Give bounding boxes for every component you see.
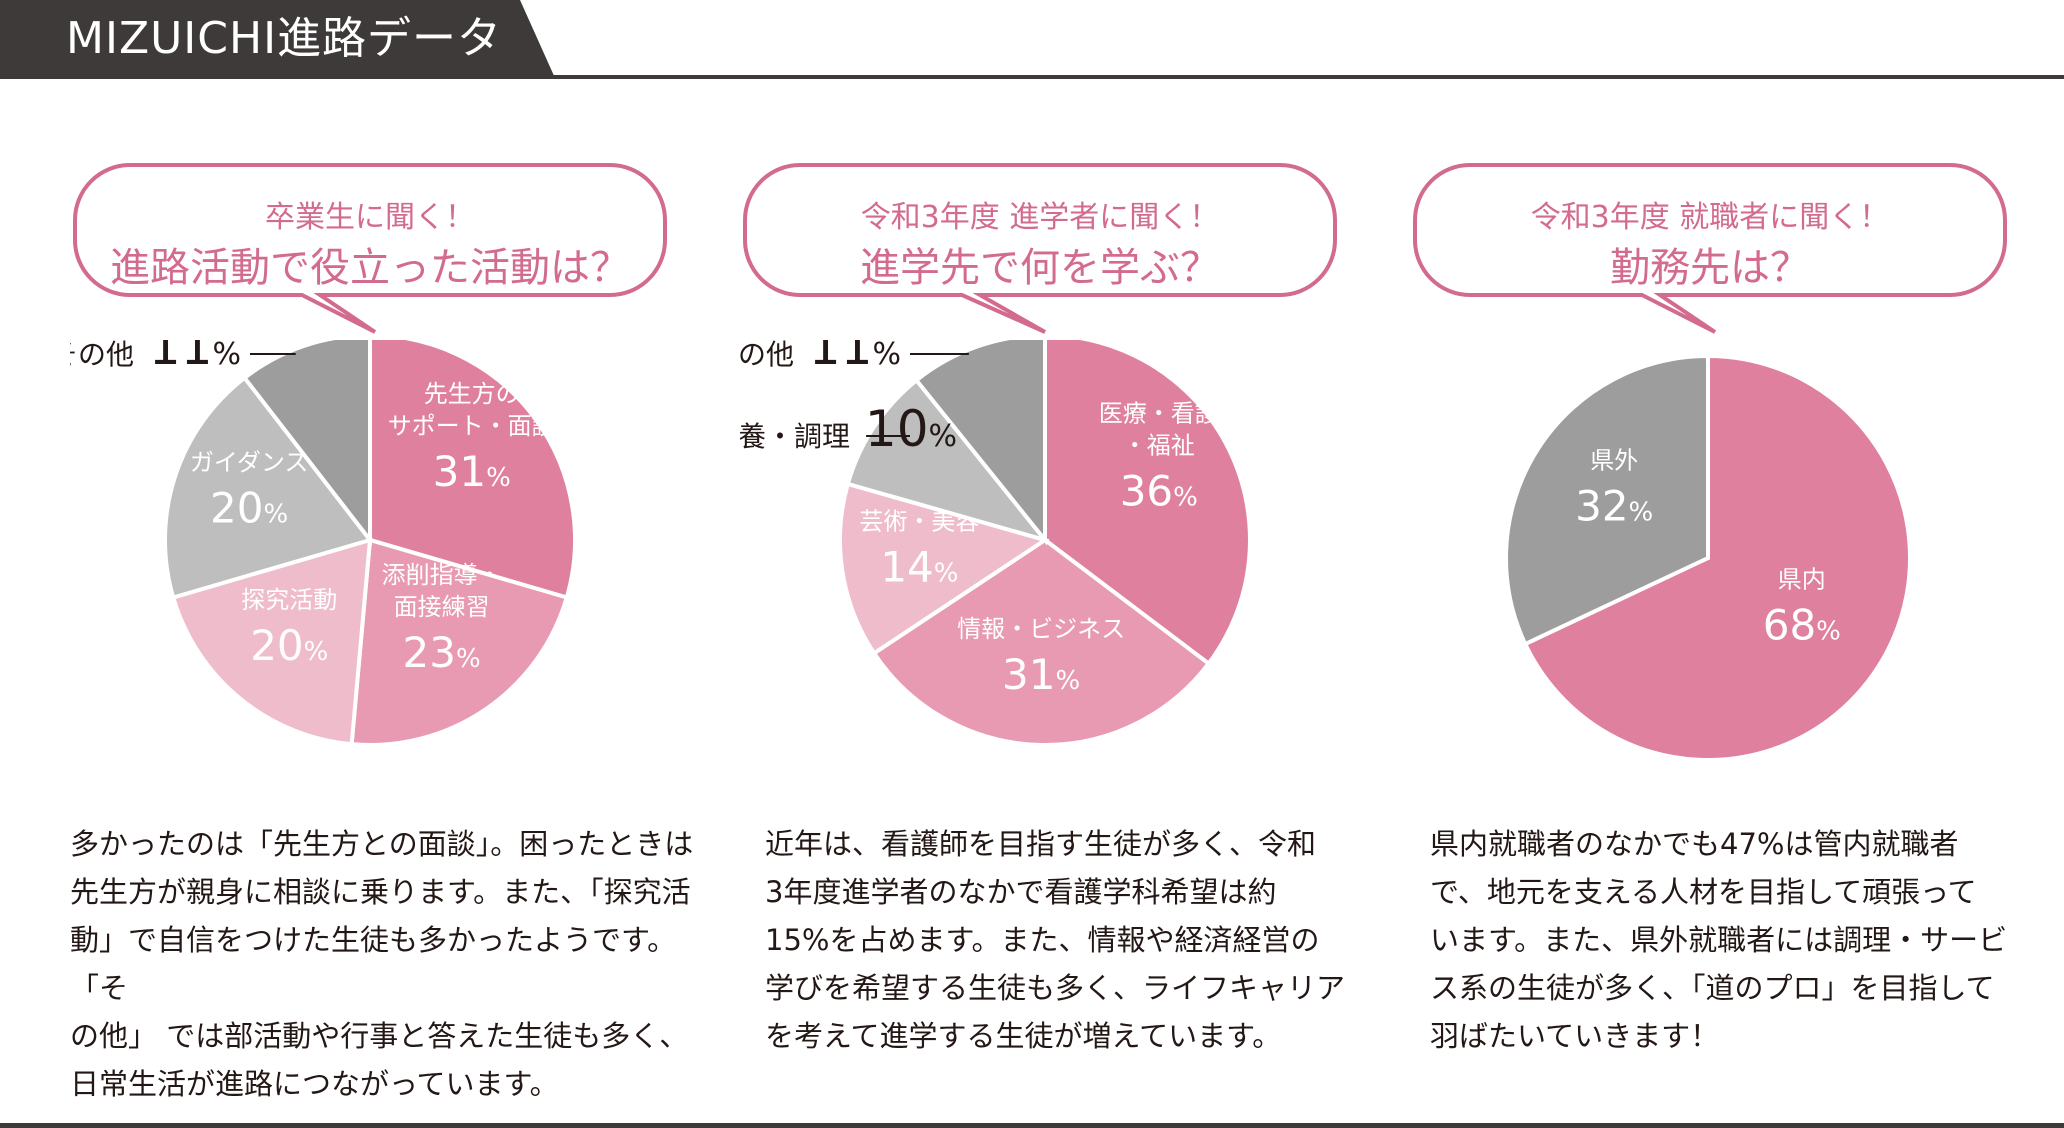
slice-label-text: 県外 xyxy=(1590,446,1638,474)
slice-label: 探究活動 20% xyxy=(241,586,337,670)
slice-label-text: ガイダンス xyxy=(190,449,309,477)
slice-value: 31% xyxy=(433,447,511,496)
speech-bubble xyxy=(73,163,667,334)
question-subtitle: 卒業生に聞く！ xyxy=(265,200,475,235)
slice-label-text: 情報・ビジネス xyxy=(957,615,1125,643)
slice-label: 添削指導・面接練習 23% xyxy=(382,561,502,677)
slice-label-text: 先生方の xyxy=(424,380,520,408)
pie-slice xyxy=(1522,353,1912,762)
slice-label-text: サポート・面談 xyxy=(388,412,556,440)
question-subtitle: 令和3年度 進学者に聞く！ xyxy=(860,200,1220,235)
slice-value: 20% xyxy=(210,484,288,533)
slice-value: 20% xyxy=(250,621,328,670)
page-header-tab: MIZUICHI進路データ xyxy=(0,0,555,78)
slice-value: 31% xyxy=(1002,650,1080,699)
panel-study-fields: 令和3年度 進学者に聞く！ 進学先で何を学ぶ？ 医療・看護・福祉 36% 情報・ビジ… xyxy=(740,160,1380,1060)
outside-label: 栄養・調理 10% xyxy=(740,400,957,458)
question-title: 勤務先は？ xyxy=(1610,245,1810,291)
outside-label: その他 11% xyxy=(70,340,241,376)
header-divider xyxy=(0,75,2064,79)
pie-slice xyxy=(349,537,570,747)
pie-chart-workplace: 県内 68% 県外 32% xyxy=(1504,353,1912,762)
outside-label-text: その他 11% xyxy=(740,340,901,376)
description-text: 県内就職者のなかでも47%は管内就職者 で、地元を支える人材を目指して頑張って … xyxy=(1430,827,2008,1053)
slice-label-text: 探究活動 xyxy=(241,586,337,614)
pie-slice xyxy=(170,537,373,747)
question-title: 進路活動で役立った活動は？ xyxy=(110,245,630,291)
question-subtitle: 令和3年度 就職者に聞く！ xyxy=(1530,200,1890,235)
slice-label: 医療・看護・福祉 36% xyxy=(1099,399,1219,515)
slice-value: 68% xyxy=(1763,601,1841,650)
slice-label-text: 添削指導・ xyxy=(382,561,502,589)
slice-label-text: ・福祉 xyxy=(1123,431,1195,459)
footer-divider xyxy=(0,1123,2064,1128)
page-title: MIZUICHI進路データ xyxy=(66,13,503,64)
question-title: 進学先で何を学ぶ？ xyxy=(860,245,1220,291)
outside-label-text: その他 11% xyxy=(70,340,241,376)
pie-slice xyxy=(241,340,372,546)
pie-slice xyxy=(913,340,1047,546)
outside-label: その他 11% xyxy=(740,340,901,376)
slice-value: 32% xyxy=(1575,481,1653,530)
pie-slice xyxy=(871,537,1212,747)
slice-label: 県内 68% xyxy=(1763,566,1841,650)
slice-label-text: 県内 xyxy=(1778,566,1826,594)
pie-slice xyxy=(163,375,374,600)
slice-label: 情報・ビジネス 31% xyxy=(957,615,1125,699)
pie-slice xyxy=(1504,353,1710,647)
pie-slice xyxy=(368,340,577,600)
pie-slice xyxy=(1043,340,1252,667)
description-text: 多かったのは「先生方との面談」。困ったときは 先生方が親身に相談に乗ります。また… xyxy=(70,827,694,1101)
speech-bubble xyxy=(1413,163,2007,334)
slice-value: 14% xyxy=(880,542,958,591)
slice-label-text: 医療・看護 xyxy=(1099,399,1219,427)
panel-workplace: 令和3年度 就職者に聞く！ 勤務先は？ 県内 68% 県外 32% 県内就職者のなかで… xyxy=(1410,160,2050,1060)
panel-activities: 卒業生に聞く！ 進路活動で役立った活動は？ 先生方のサポート・面談 31% 添削指導… xyxy=(70,160,710,1101)
slice-value: 23% xyxy=(403,628,481,677)
outside-label-text: 栄養・調理 10% xyxy=(740,400,957,458)
slice-label: ガイダンス 20% xyxy=(190,449,309,533)
slice-value: 36% xyxy=(1120,466,1198,515)
slice-label-text: 面接練習 xyxy=(394,593,490,621)
pie-slice xyxy=(845,377,1051,544)
speech-bubble xyxy=(743,163,1337,334)
description-text: 近年は、看護師を目指す生徒が多く、令和 3年度進学者のなかで看護学科希望は約 1… xyxy=(765,827,1346,1053)
slice-label: 県外 32% xyxy=(1575,446,1653,530)
